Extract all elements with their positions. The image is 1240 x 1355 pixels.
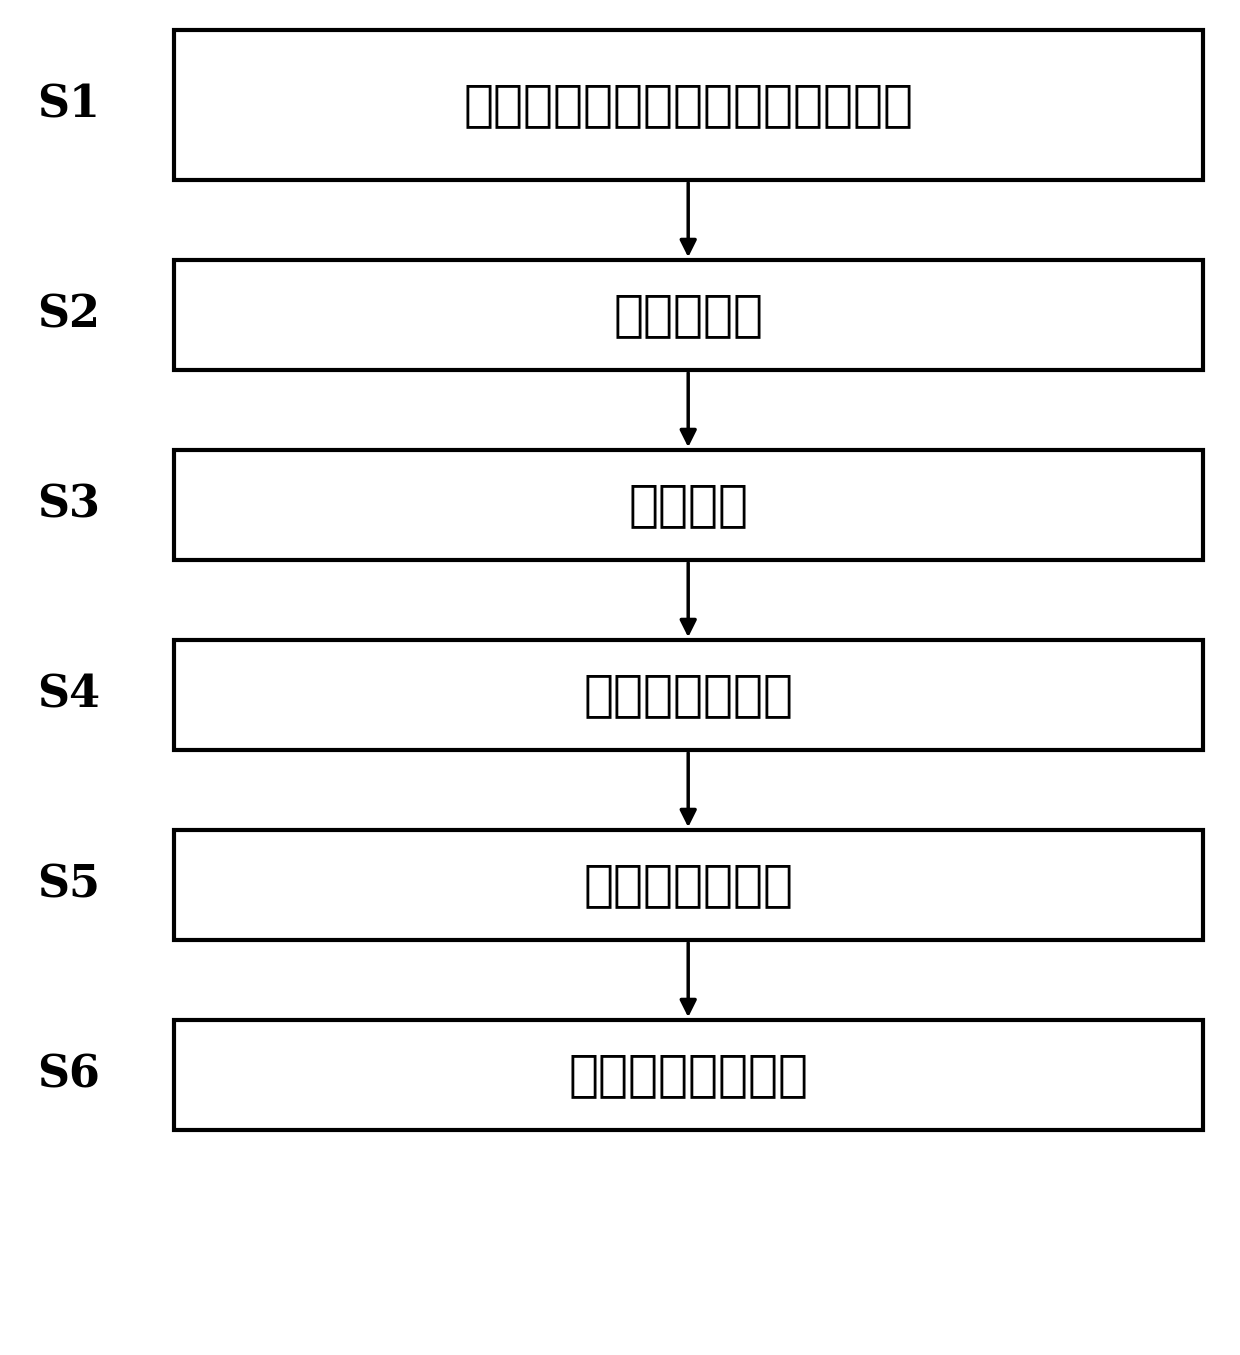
Bar xyxy=(174,260,1203,370)
Text: 配制悬浊液: 配制悬浊液 xyxy=(614,291,763,339)
Bar xyxy=(174,450,1203,560)
Bar xyxy=(174,1020,1203,1130)
Bar xyxy=(174,30,1203,180)
Bar xyxy=(174,831,1203,940)
Text: 洗涤干燥沉淀物: 洗涤干燥沉淀物 xyxy=(583,860,794,909)
Text: S4: S4 xyxy=(37,673,99,717)
Text: 过滤收集沉淀物: 过滤收集沉淀物 xyxy=(583,671,794,720)
Bar xyxy=(174,640,1203,751)
Text: S1: S1 xyxy=(37,84,99,126)
Text: 准备纳米硅及六水合硝酸钴水溶液: 准备纳米硅及六水合硝酸钴水溶液 xyxy=(464,81,913,129)
Text: 煅烧制得最终产物: 煅烧制得最终产物 xyxy=(568,1051,808,1099)
Text: S6: S6 xyxy=(37,1053,99,1096)
Text: S2: S2 xyxy=(37,294,99,336)
Text: S3: S3 xyxy=(37,484,99,527)
Text: 水热反应: 水热反应 xyxy=(629,481,748,528)
Text: S5: S5 xyxy=(37,863,99,906)
